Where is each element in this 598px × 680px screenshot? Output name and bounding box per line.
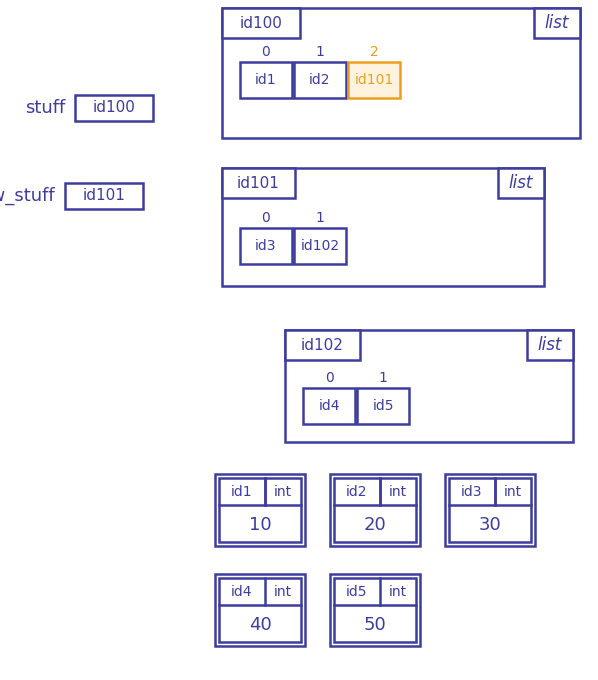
Text: 30: 30: [478, 517, 501, 534]
Bar: [330, 474, 420, 546]
Text: list: list: [509, 174, 533, 192]
Text: int: int: [389, 484, 407, 498]
Bar: [215, 574, 305, 646]
Bar: [303, 388, 355, 424]
Text: 0: 0: [325, 371, 333, 385]
Bar: [215, 474, 305, 546]
Text: list: list: [545, 14, 569, 32]
Bar: [534, 8, 580, 38]
Bar: [294, 228, 346, 264]
Bar: [222, 168, 295, 198]
Bar: [222, 8, 580, 138]
Text: list: list: [538, 336, 562, 354]
Text: int: int: [504, 484, 522, 498]
Bar: [527, 330, 573, 360]
Bar: [65, 183, 143, 209]
Text: id5: id5: [346, 585, 368, 598]
Text: int: int: [274, 585, 292, 598]
Text: id101: id101: [355, 73, 393, 87]
Text: 50: 50: [364, 617, 386, 634]
Bar: [348, 62, 400, 98]
Text: id3: id3: [255, 239, 277, 253]
Bar: [334, 478, 416, 542]
Bar: [240, 62, 292, 98]
Text: id102: id102: [300, 239, 340, 253]
Bar: [294, 62, 346, 98]
Bar: [222, 168, 544, 286]
Bar: [445, 474, 535, 546]
Bar: [285, 330, 360, 360]
Text: id1: id1: [255, 73, 277, 87]
Text: 2: 2: [370, 45, 379, 59]
Text: id101: id101: [237, 175, 280, 190]
Bar: [357, 388, 409, 424]
Text: id102: id102: [301, 337, 344, 352]
Bar: [75, 95, 153, 121]
Text: id2: id2: [346, 484, 368, 498]
Text: 1: 1: [316, 45, 325, 59]
Text: id5: id5: [372, 399, 393, 413]
Text: id100: id100: [93, 101, 135, 116]
Bar: [240, 228, 292, 264]
Bar: [334, 578, 416, 642]
Text: id1: id1: [231, 484, 253, 498]
Text: int: int: [389, 585, 407, 598]
Text: 0: 0: [262, 211, 270, 225]
Bar: [498, 168, 544, 198]
Bar: [449, 478, 531, 542]
Text: new_stuff: new_stuff: [0, 187, 55, 205]
Text: 0: 0: [262, 45, 270, 59]
Text: int: int: [274, 484, 292, 498]
Bar: [222, 8, 300, 38]
Text: 10: 10: [249, 517, 271, 534]
Text: 40: 40: [249, 617, 271, 634]
Text: 1: 1: [316, 211, 325, 225]
Text: id2: id2: [309, 73, 331, 87]
Bar: [219, 478, 301, 542]
Bar: [285, 330, 573, 442]
Text: 20: 20: [364, 517, 386, 534]
Text: id100: id100: [240, 16, 282, 31]
Text: 1: 1: [379, 371, 388, 385]
Text: stuff: stuff: [25, 99, 65, 117]
Text: id4: id4: [231, 585, 253, 598]
Text: id101: id101: [83, 188, 126, 203]
Text: id4: id4: [318, 399, 340, 413]
Bar: [219, 578, 301, 642]
Bar: [330, 574, 420, 646]
Text: id3: id3: [461, 484, 483, 498]
